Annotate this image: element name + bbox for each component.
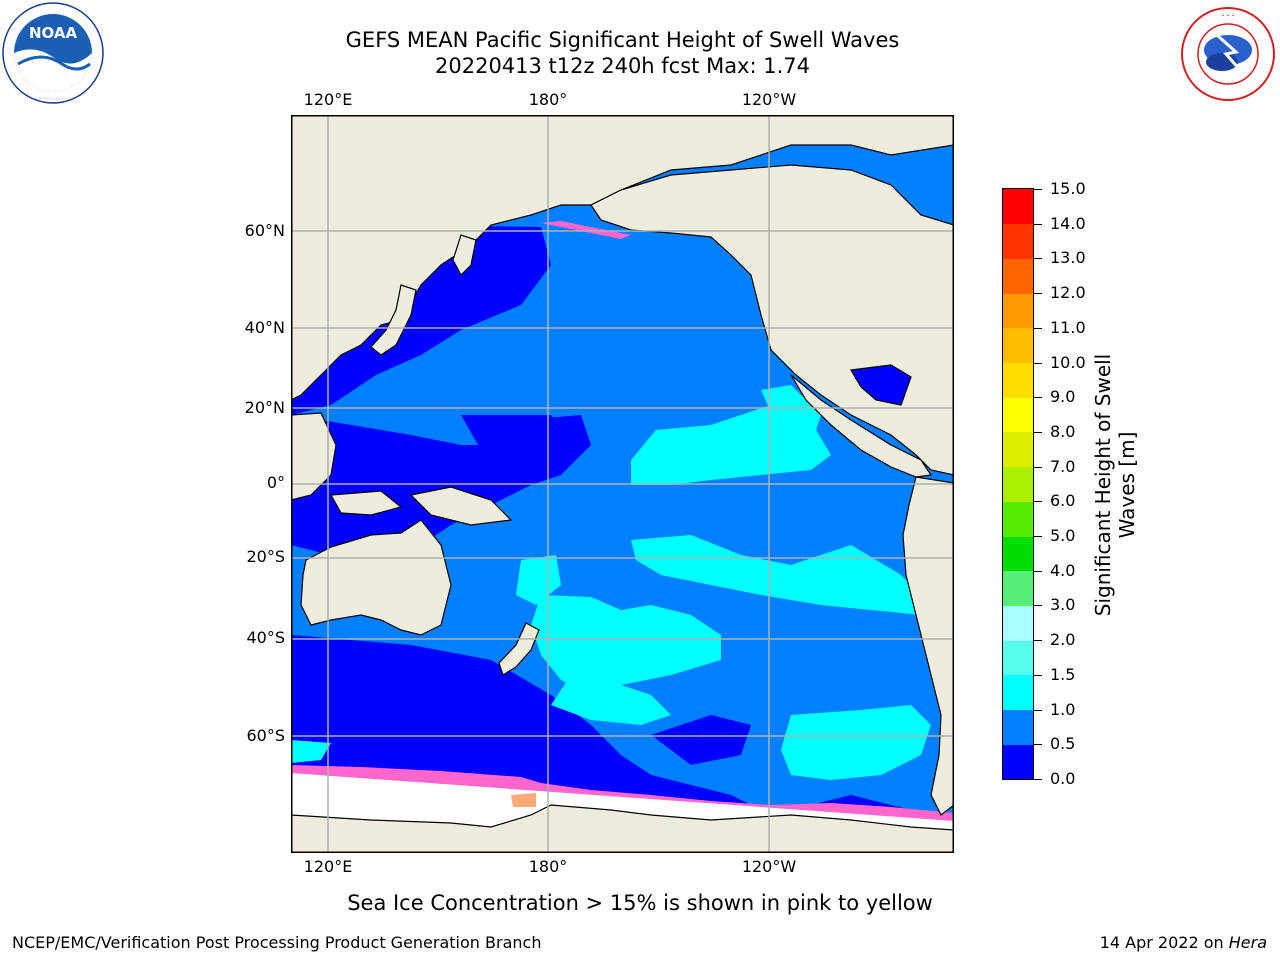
lat-label-60s: 60°S bbox=[246, 726, 285, 745]
colorbar-tick-mark bbox=[1034, 744, 1042, 746]
sea-ice-note: Sea Ice Concentration > 15% is shown in … bbox=[347, 891, 933, 915]
noaa-logo: NOAA · · · · · · · · · bbox=[2, 2, 104, 104]
colorbar-segment bbox=[1003, 327, 1033, 364]
colorbar-segment bbox=[1003, 605, 1033, 641]
colorbar-tick-label: 10.0 bbox=[1050, 352, 1086, 372]
svg-text:· · · · · · · · ·: · · · · · · · · · bbox=[39, 96, 66, 102]
colorbar-segment bbox=[1003, 397, 1033, 433]
colorbar-tick-mark bbox=[1034, 431, 1042, 433]
colorbar-tick-mark bbox=[1034, 327, 1042, 329]
lat-label-20n: 20°N bbox=[244, 398, 285, 417]
colorbar-tick-mark bbox=[1034, 189, 1042, 190]
colorbar-tick-mark bbox=[1034, 779, 1042, 780]
colorbar-segment bbox=[1003, 536, 1033, 572]
colorbar-tick-label: 1.0 bbox=[1050, 699, 1076, 719]
colorbar-tick-mark bbox=[1034, 362, 1042, 364]
colorbar-segment bbox=[1003, 258, 1033, 294]
colorbar-tick-label: 2.0 bbox=[1050, 630, 1076, 650]
lat-label-20s: 20°S bbox=[246, 547, 285, 566]
colorbar-tick-mark bbox=[1034, 223, 1042, 225]
swell-band-1.0-1.5 bbox=[291, 385, 931, 780]
colorbar-segment bbox=[1003, 293, 1033, 329]
lon-label-bottom-120e: 120°E bbox=[303, 857, 353, 876]
footer-date: 14 Apr 2022 on Hera bbox=[1100, 933, 1267, 953]
colorbar-tick-mark bbox=[1034, 397, 1042, 399]
footer-date-text: 14 Apr 2022 on bbox=[1099, 933, 1229, 952]
map-frame bbox=[291, 115, 954, 853]
colorbar-tick-label: 7.0 bbox=[1050, 456, 1076, 476]
colorbar-segment bbox=[1003, 640, 1033, 676]
colorbar-tick-mark bbox=[1034, 293, 1042, 295]
colorbar-tick-label: 13.0 bbox=[1050, 248, 1086, 268]
lon-label-top-120e: 120°E bbox=[303, 90, 353, 109]
colorbar-tick-mark bbox=[1034, 570, 1042, 572]
colorbar-tick-label: 15.0 bbox=[1050, 179, 1086, 198]
colorbar-tick-mark bbox=[1034, 640, 1042, 642]
lon-label-top-120w: 120°W bbox=[741, 90, 797, 109]
colorbar-tick-label: 3.0 bbox=[1050, 595, 1076, 615]
graticule bbox=[291, 115, 954, 853]
colorbar-tick-mark bbox=[1034, 466, 1042, 468]
colorbar-tick-label: 6.0 bbox=[1050, 491, 1076, 511]
chart-title: GEFS MEAN Pacific Significant Height of … bbox=[345, 28, 900, 52]
colorbar-segment bbox=[1003, 466, 1033, 502]
land-masses bbox=[291, 115, 954, 853]
svg-text:· · ·: · · · bbox=[1222, 12, 1235, 20]
colorbar-title: Significant Height of Swell Waves [m] bbox=[1091, 354, 1139, 616]
colorbar bbox=[1002, 188, 1034, 780]
lat-label-60n: 60°N bbox=[244, 221, 285, 240]
colorbar-tick-label: 4.0 bbox=[1050, 560, 1076, 580]
colorbar-segment bbox=[1003, 709, 1033, 745]
lon-label-bottom-180: 180° bbox=[528, 857, 568, 876]
colorbar-tick-mark bbox=[1034, 536, 1042, 538]
colorbar-segment bbox=[1003, 362, 1033, 398]
colorbar-tick-label: 8.0 bbox=[1050, 421, 1076, 441]
colorbar-tick-mark bbox=[1034, 258, 1042, 260]
colorbar-title-line1: Significant Height of Swell bbox=[1091, 353, 1115, 617]
colorbar-tick-mark bbox=[1034, 501, 1042, 503]
colorbar-tick-label: 5.0 bbox=[1050, 526, 1076, 546]
nws-logo: · · · bbox=[1181, 7, 1275, 101]
colorbar-segment bbox=[1003, 674, 1033, 711]
lon-label-bottom-120w: 120°W bbox=[741, 857, 797, 876]
lon-label-top-180: 180° bbox=[528, 90, 568, 109]
chart-subtitle: 20220413 t12z 240h fcst Max: 1.74 bbox=[435, 54, 810, 78]
noaa-logo-text: NOAA bbox=[29, 24, 78, 42]
colorbar-segment bbox=[1003, 223, 1033, 259]
colorbar-tick-mark bbox=[1034, 709, 1042, 711]
colorbar-segment bbox=[1003, 501, 1033, 537]
colorbar-segment bbox=[1003, 570, 1033, 606]
footer-credit: NCEP/EMC/Verification Post Processing Pr… bbox=[12, 933, 542, 952]
map-panel bbox=[291, 115, 954, 853]
colorbar-tick-mark bbox=[1034, 605, 1042, 607]
colorbar-segment bbox=[1003, 189, 1033, 225]
footer-machine: Hera bbox=[1228, 933, 1267, 952]
colorbar-tick-mark bbox=[1034, 674, 1042, 676]
colorbar-segment bbox=[1003, 431, 1033, 468]
colorbar-title-line2: Waves [m] bbox=[1115, 431, 1139, 539]
colorbar-tick-label: 14.0 bbox=[1050, 213, 1086, 233]
lat-label-40n: 40°N bbox=[244, 318, 285, 337]
colorbar-tick-label: 1.5 bbox=[1050, 664, 1076, 684]
colorbar-tick-label: 9.0 bbox=[1050, 387, 1076, 407]
colorbar-tick-label: 0.0 bbox=[1050, 769, 1076, 788]
colorbar-tick-label: 11.0 bbox=[1050, 317, 1086, 337]
colorbar-tick-label: 0.5 bbox=[1050, 734, 1076, 754]
lat-label-0: 0° bbox=[266, 473, 285, 492]
colorbar-segment bbox=[1003, 744, 1033, 780]
colorbar-tick-label: 12.0 bbox=[1050, 283, 1086, 303]
lat-label-40s: 40°S bbox=[246, 628, 285, 647]
